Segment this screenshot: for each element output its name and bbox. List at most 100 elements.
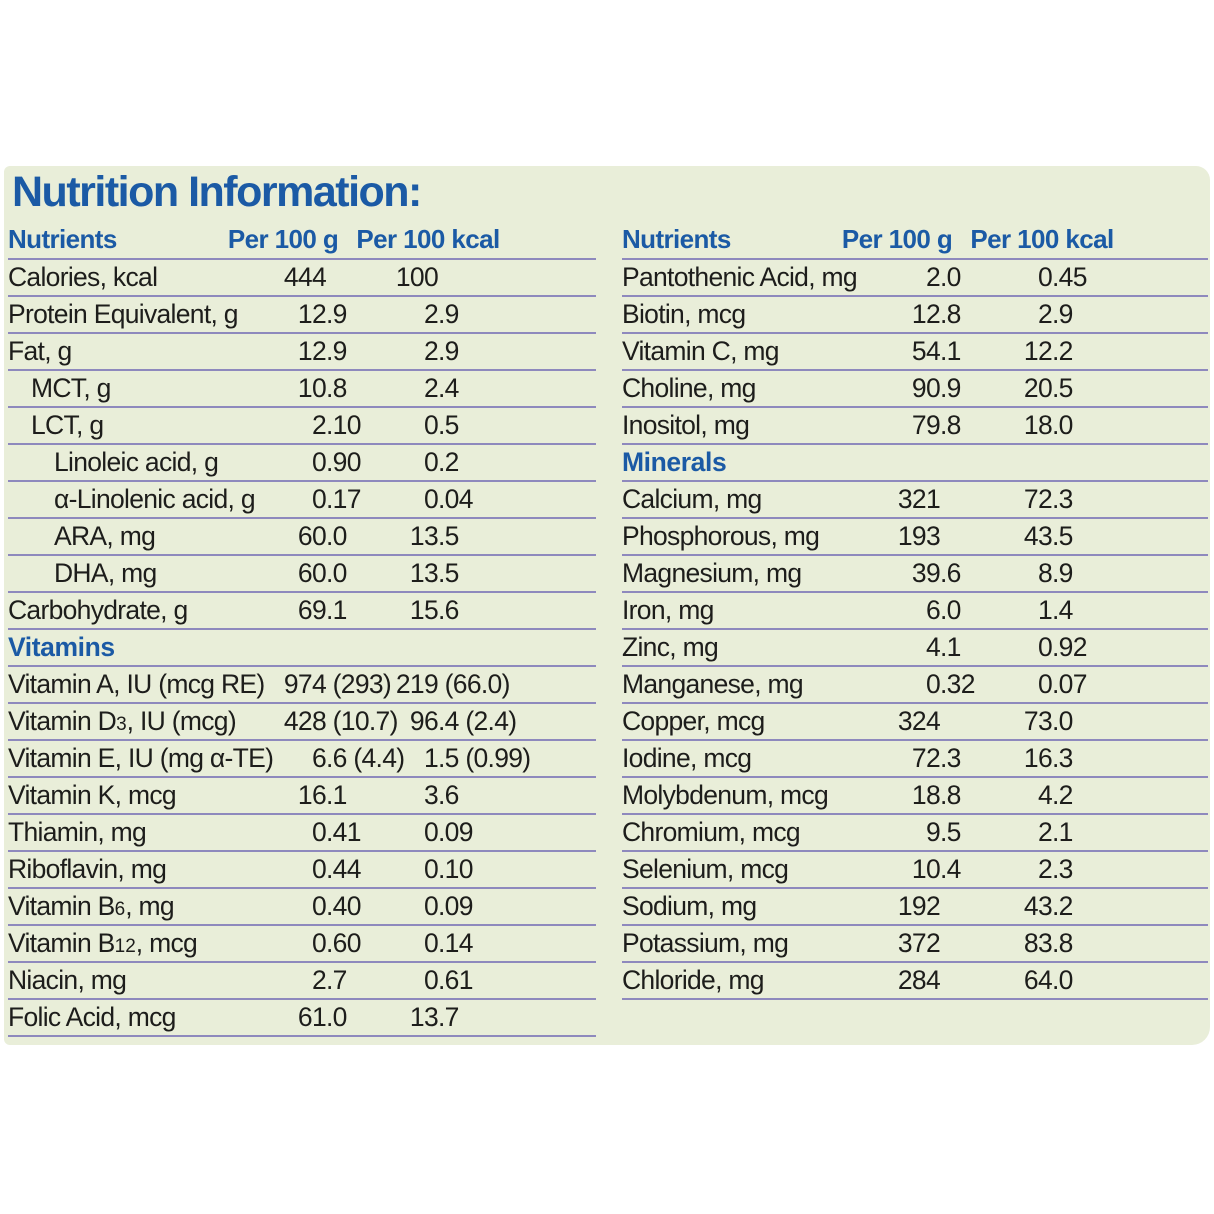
table-row: Choline, mg 90.9 20.5 bbox=[622, 371, 1208, 408]
value-per-100g: 0.17 bbox=[311, 484, 361, 514]
nutrient-label: Thiamin, mg bbox=[8, 817, 147, 847]
value-per-100g: 10.4 bbox=[911, 854, 961, 884]
table-row: Vitamin B12, mcg 0.60 0.14 bbox=[8, 926, 596, 963]
nutrient-label: Carbohydrate, g bbox=[8, 595, 188, 625]
table-row: Vitamin E, IU (mg α-TE) 6.6 (4.4) 1.5 (0… bbox=[8, 741, 596, 778]
nutrient-label: MCT, g bbox=[31, 373, 111, 403]
value-per-100kcal: 2.1 bbox=[1037, 817, 1073, 847]
table-row: Chromium, mcg 9.5 2.1 bbox=[622, 815, 1208, 852]
nutrient-label: Phosphorous, mg bbox=[622, 521, 820, 551]
value-per-100g: 79.8 bbox=[911, 410, 961, 440]
value-per-100kcal: 73.0 bbox=[1023, 706, 1073, 736]
table-row: Phosphorous, mg 193 43.5 bbox=[622, 519, 1208, 556]
nutrient-label: Calories, kcal bbox=[8, 262, 158, 292]
value-per-100g: 284 bbox=[897, 965, 941, 995]
nutrition-table-left: Nutrients Per 100 g Per 100 kcal Calorie… bbox=[8, 222, 596, 1037]
table-row: Copper, mcg 324 73.0 bbox=[622, 704, 1208, 741]
nutrient-label: Potassium, mg bbox=[622, 928, 789, 958]
value-per-100g: 0.44 bbox=[311, 854, 361, 884]
value-per-100g: 2.7 bbox=[311, 965, 347, 995]
value-per-100g: 0.90 bbox=[311, 447, 361, 477]
table-row: Manganese, mg 0.32 0.07 bbox=[622, 667, 1208, 704]
table-body: Calories, kcal 444 100 Protein Equivalen… bbox=[8, 260, 596, 1037]
value-per-100kcal: 0.92 bbox=[1037, 632, 1087, 662]
value-per-100g: 324 bbox=[897, 706, 941, 736]
value-per-100kcal: 2.4 bbox=[423, 373, 459, 403]
value-per-100g: 10.8 bbox=[297, 373, 347, 403]
value-per-100kcal: 18.0 bbox=[1023, 410, 1073, 440]
value-per-100kcal: 0.61 bbox=[423, 965, 473, 995]
value-per-100g: 192 bbox=[897, 891, 941, 921]
nutrient-label: Biotin, mcg bbox=[622, 299, 746, 329]
nutrient-label: Vitamin A, IU (mcg RE) bbox=[8, 669, 265, 699]
nutrient-label: LCT, g bbox=[31, 410, 104, 440]
nutrient-label: Chloride, mg bbox=[622, 965, 765, 995]
table-row: Potassium, mg 372 83.8 bbox=[622, 926, 1208, 963]
section-header-row: Vitamins bbox=[8, 630, 596, 667]
table-row: Vitamin C, mg 54.1 12.2 bbox=[622, 334, 1208, 371]
value-per-100g: 428 (10.7) bbox=[283, 706, 399, 736]
table-row: Riboflavin, mg 0.44 0.10 bbox=[8, 852, 596, 889]
table-header-row: Nutrients Per 100 g Per 100 kcal bbox=[622, 222, 1208, 260]
value-per-100g: 90.9 bbox=[911, 373, 961, 403]
nutrient-label: Choline, mg bbox=[622, 373, 756, 403]
table-row: Chloride, mg 284 64.0 bbox=[622, 963, 1208, 1000]
value-per-100kcal: 0.14 bbox=[423, 928, 473, 958]
value-per-100g: 60.0 bbox=[297, 558, 347, 588]
value-per-100g: 18.8 bbox=[911, 780, 961, 810]
table-row: Iron, mg 6.0 1.4 bbox=[622, 593, 1208, 630]
value-per-100g: 9.5 bbox=[925, 817, 961, 847]
section-header: Minerals bbox=[622, 447, 727, 477]
value-per-100g: 12.9 bbox=[297, 299, 347, 329]
nutrient-label: Calcium, mg bbox=[622, 484, 762, 514]
value-per-100kcal: 219 (66.0) bbox=[395, 669, 511, 699]
column-header-per-100kcal: Per 100 kcal bbox=[970, 224, 1114, 254]
nutrient-label: Chromium, mcg bbox=[622, 817, 801, 847]
nutrient-label: Magnesium, mg bbox=[622, 558, 802, 588]
value-per-100g: 0.41 bbox=[311, 817, 361, 847]
table-row: Vitamin D3, IU (mcg) 428 (10.7) 96.4 (2.… bbox=[8, 704, 596, 741]
value-per-100g: 72.3 bbox=[911, 743, 961, 773]
column-header-nutrients: Nutrients bbox=[8, 224, 117, 254]
value-per-100kcal: 83.8 bbox=[1023, 928, 1073, 958]
value-per-100g: 0.60 bbox=[311, 928, 361, 958]
value-per-100kcal: 13.7 bbox=[409, 1002, 459, 1032]
nutrient-label: Zinc, mg bbox=[622, 632, 719, 662]
value-per-100g: 0.40 bbox=[311, 891, 361, 921]
value-per-100g: 69.1 bbox=[297, 595, 347, 625]
value-per-100kcal: 2.9 bbox=[423, 299, 459, 329]
nutrient-label: Selenium, mcg bbox=[622, 854, 789, 884]
value-per-100kcal: 20.5 bbox=[1023, 373, 1073, 403]
nutrient-label: Vitamin E, IU (mg α-TE) bbox=[8, 743, 274, 773]
value-per-100kcal: 96.4 (2.4) bbox=[409, 706, 517, 736]
value-per-100g: 2.0 bbox=[925, 262, 961, 292]
nutrient-label: Vitamin B12, mcg bbox=[8, 928, 198, 958]
value-per-100g: 2.10 bbox=[311, 410, 361, 440]
table-row: Folic Acid, mcg 61.0 13.7 bbox=[8, 1000, 596, 1037]
nutrient-label: Molybdenum, mcg bbox=[622, 780, 829, 810]
nutrient-label: Riboflavin, mg bbox=[8, 854, 167, 884]
table-row: Vitamin B6, mg 0.40 0.09 bbox=[8, 889, 596, 926]
nutrient-label: Iodine, mcg bbox=[622, 743, 752, 773]
value-per-100kcal: 4.2 bbox=[1037, 780, 1073, 810]
nutrient-label: ARA, mg bbox=[54, 521, 156, 551]
nutrient-label: Vitamin K, mcg bbox=[8, 780, 177, 810]
value-per-100kcal: 8.9 bbox=[1037, 558, 1073, 588]
table-row: MCT, g 10.8 2.4 bbox=[8, 371, 596, 408]
table-row: Fat, g 12.9 2.9 bbox=[8, 334, 596, 371]
nutrient-label: Niacin, mg bbox=[8, 965, 127, 995]
table-row: Biotin, mcg 12.8 2.9 bbox=[622, 297, 1208, 334]
value-per-100kcal: 0.5 bbox=[423, 410, 459, 440]
table-row: Sodium, mg 192 43.2 bbox=[622, 889, 1208, 926]
table-row: LCT, g 2.10 0.5 bbox=[8, 408, 596, 445]
table-row: Molybdenum, mcg 18.8 4.2 bbox=[622, 778, 1208, 815]
table-row: Vitamin K, mcg 16.1 3.6 bbox=[8, 778, 596, 815]
value-per-100g: 6.6 (4.4) bbox=[311, 743, 405, 773]
page-title: Nutrition Information: bbox=[12, 168, 422, 216]
table-row: α-Linolenic acid, g 0.17 0.04 bbox=[8, 482, 596, 519]
value-per-100kcal: 43.2 bbox=[1023, 891, 1073, 921]
value-per-100g: 974 (293) bbox=[283, 669, 392, 699]
table-row: Magnesium, mg 39.6 8.9 bbox=[622, 556, 1208, 593]
table-row: Protein Equivalent, g 12.9 2.9 bbox=[8, 297, 596, 334]
value-per-100kcal: 0.04 bbox=[423, 484, 473, 514]
